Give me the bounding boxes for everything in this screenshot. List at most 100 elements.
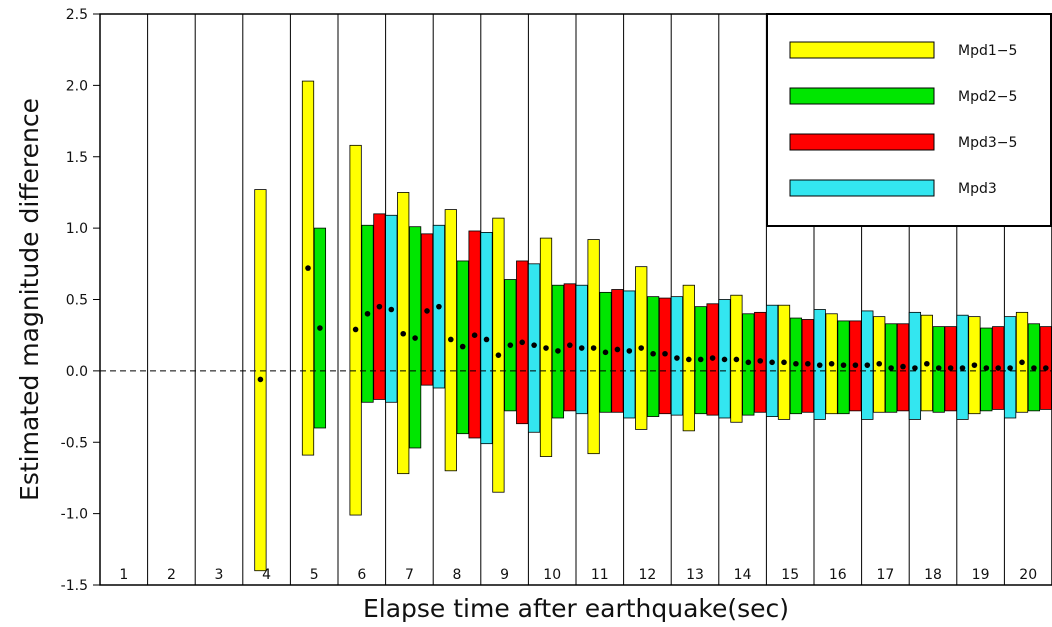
mean-point: [448, 336, 454, 343]
mean-point: [555, 348, 561, 354]
mean-point: [995, 365, 1002, 371]
legend-label: Mpd3: [958, 181, 997, 197]
mean-point: [364, 310, 371, 317]
x-tick-label: 2: [167, 567, 176, 583]
mean-point: [947, 365, 954, 371]
y-tick-label: -1.0: [61, 507, 88, 523]
mean-point: [912, 365, 918, 371]
y-axis-ticks: -1.5 -1.0 -0.5 0.0 0.5 1.0 1.5 2.0 2.5: [61, 7, 100, 594]
range-bar: [647, 296, 660, 417]
y-tick-label: 1.5: [66, 150, 88, 166]
mean-point: [805, 360, 811, 367]
range-bar: [528, 263, 541, 433]
y-tick-label: 2.5: [66, 7, 88, 23]
mean-point: [864, 362, 871, 368]
x-tick-label: 4: [262, 567, 271, 583]
mean-point: [674, 355, 680, 361]
mean-point: [959, 365, 966, 371]
legend: Mpd1−5 Mpd2−5 Mpd3−5 Mpd3: [766, 13, 1052, 227]
mean-point: [638, 345, 645, 351]
x-tick-label: 7: [405, 567, 414, 583]
mean-point: [697, 356, 704, 363]
y-tick-label: 2.0: [66, 78, 88, 94]
legend-swatch: [789, 179, 935, 197]
x-tick-label: 13: [686, 567, 704, 583]
x-tick-label: 20: [1019, 567, 1037, 583]
x-tick-label: 5: [310, 567, 319, 583]
mean-point: [650, 350, 656, 357]
mean-point: [793, 360, 799, 367]
mean-point: [388, 306, 395, 313]
mean-point: [900, 363, 906, 370]
legend-swatch: [789, 87, 935, 105]
mean-point: [459, 343, 466, 350]
x-tick-label: 15: [781, 567, 799, 583]
mean-point: [471, 332, 478, 338]
y-tick-label: 1.0: [66, 221, 88, 237]
mean-point: [412, 335, 418, 341]
mean-point: [888, 365, 894, 371]
y-tick-label: 0.5: [66, 293, 88, 309]
mean-point: [1007, 365, 1013, 371]
legend-label: Mpd2−5: [958, 89, 1017, 105]
x-tick-label: 12: [638, 567, 656, 583]
mean-point: [924, 360, 930, 367]
mean-point: [543, 345, 549, 351]
mean-point: [769, 359, 775, 366]
mean-point: [935, 365, 942, 371]
x-tick-label: 19: [972, 567, 990, 583]
mean-point: [483, 336, 490, 343]
y-tick-label: -1.5: [61, 578, 88, 594]
mean-point: [602, 349, 609, 356]
mean-point: [876, 360, 883, 367]
mean-point: [840, 362, 847, 368]
legend-label: Mpd3−5: [958, 135, 1017, 151]
range-bar: [623, 290, 636, 419]
legend-label: Mpd1−5: [958, 43, 1017, 59]
y-axis-label: Estimated magnitude difference: [15, 98, 44, 501]
mean-point: [745, 359, 752, 366]
mean-point: [1031, 365, 1037, 371]
mean-point: [662, 350, 668, 357]
mean-point: [983, 365, 990, 371]
mean-point: [1043, 365, 1049, 371]
x-tick-label: 6: [357, 567, 366, 583]
y-tick-label: -0.5: [61, 435, 88, 451]
mean-point: [590, 345, 597, 351]
mean-point: [578, 345, 585, 351]
legend-swatch: [789, 133, 935, 151]
mean-point: [424, 308, 430, 314]
mean-point: [352, 326, 359, 333]
mean-point: [971, 362, 978, 368]
x-tick-label: 1: [119, 567, 128, 583]
mean-layer: [257, 265, 1049, 383]
legend-swatch: [789, 41, 935, 59]
x-axis-label: Elapse time after earthquake(sec): [363, 594, 789, 623]
mean-point: [257, 376, 264, 383]
mean-point: [436, 303, 442, 310]
x-tick-label: 8: [453, 567, 462, 583]
mean-point: [816, 362, 823, 368]
mean-point: [376, 303, 383, 310]
x-tick-label: 17: [876, 567, 894, 583]
mean-point: [507, 342, 514, 348]
mean-point: [781, 359, 787, 366]
x-tick-label: 14: [734, 567, 752, 583]
mean-point: [317, 325, 323, 331]
x-tick-label: 16: [829, 567, 847, 583]
y-tick-label: 0.0: [66, 364, 88, 380]
mean-point: [400, 330, 407, 337]
mean-point: [709, 355, 716, 361]
x-tick-label: 10: [543, 567, 561, 583]
x-tick-label: 9: [500, 567, 509, 583]
x-tick-label: 3: [215, 567, 224, 583]
mean-point: [733, 356, 740, 363]
mean-point: [852, 362, 859, 368]
mean-point: [519, 339, 526, 346]
mean-point: [495, 352, 502, 358]
mean-point: [828, 360, 835, 367]
x-axis-ticks: 1 2 3 4 5 6 7 8 9 10 11 12 13 14 15 16 17 18 19 20: [119, 567, 1037, 583]
mean-point: [686, 356, 692, 363]
x-tick-label: 18: [924, 567, 942, 583]
